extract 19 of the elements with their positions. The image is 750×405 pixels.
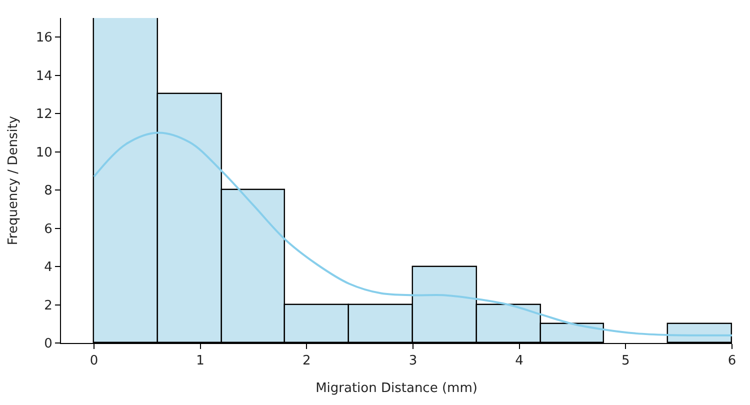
x-tick-label: 4 — [515, 354, 524, 369]
x-tick-label: 1 — [196, 354, 204, 369]
x-tick-label: 5 — [622, 354, 630, 369]
x-tick-label: 2 — [302, 354, 311, 369]
y-tick-label: 4 — [44, 260, 52, 276]
y-tick-label: 14 — [36, 68, 52, 84]
x-tick-label: 6 — [728, 354, 736, 369]
y-tick-label: 2 — [44, 298, 52, 314]
x-tick-label: 3 — [408, 354, 418, 369]
y-tick-label: 10 — [36, 145, 52, 160]
line-series — [92, 132, 732, 336]
y-tick-label: 0 — [44, 336, 52, 352]
y-tick-label: 12 — [36, 107, 52, 122]
y-tick-label: 8 — [44, 184, 52, 199]
y-axis-title: Frequency / Density — [6, 116, 21, 246]
x-axis-title: Migration Distance (mm) — [316, 381, 478, 396]
y-tick-label: 6 — [44, 222, 52, 237]
y-tick-label: 16 — [36, 30, 52, 46]
x-tick-label: 0 — [90, 354, 98, 369]
